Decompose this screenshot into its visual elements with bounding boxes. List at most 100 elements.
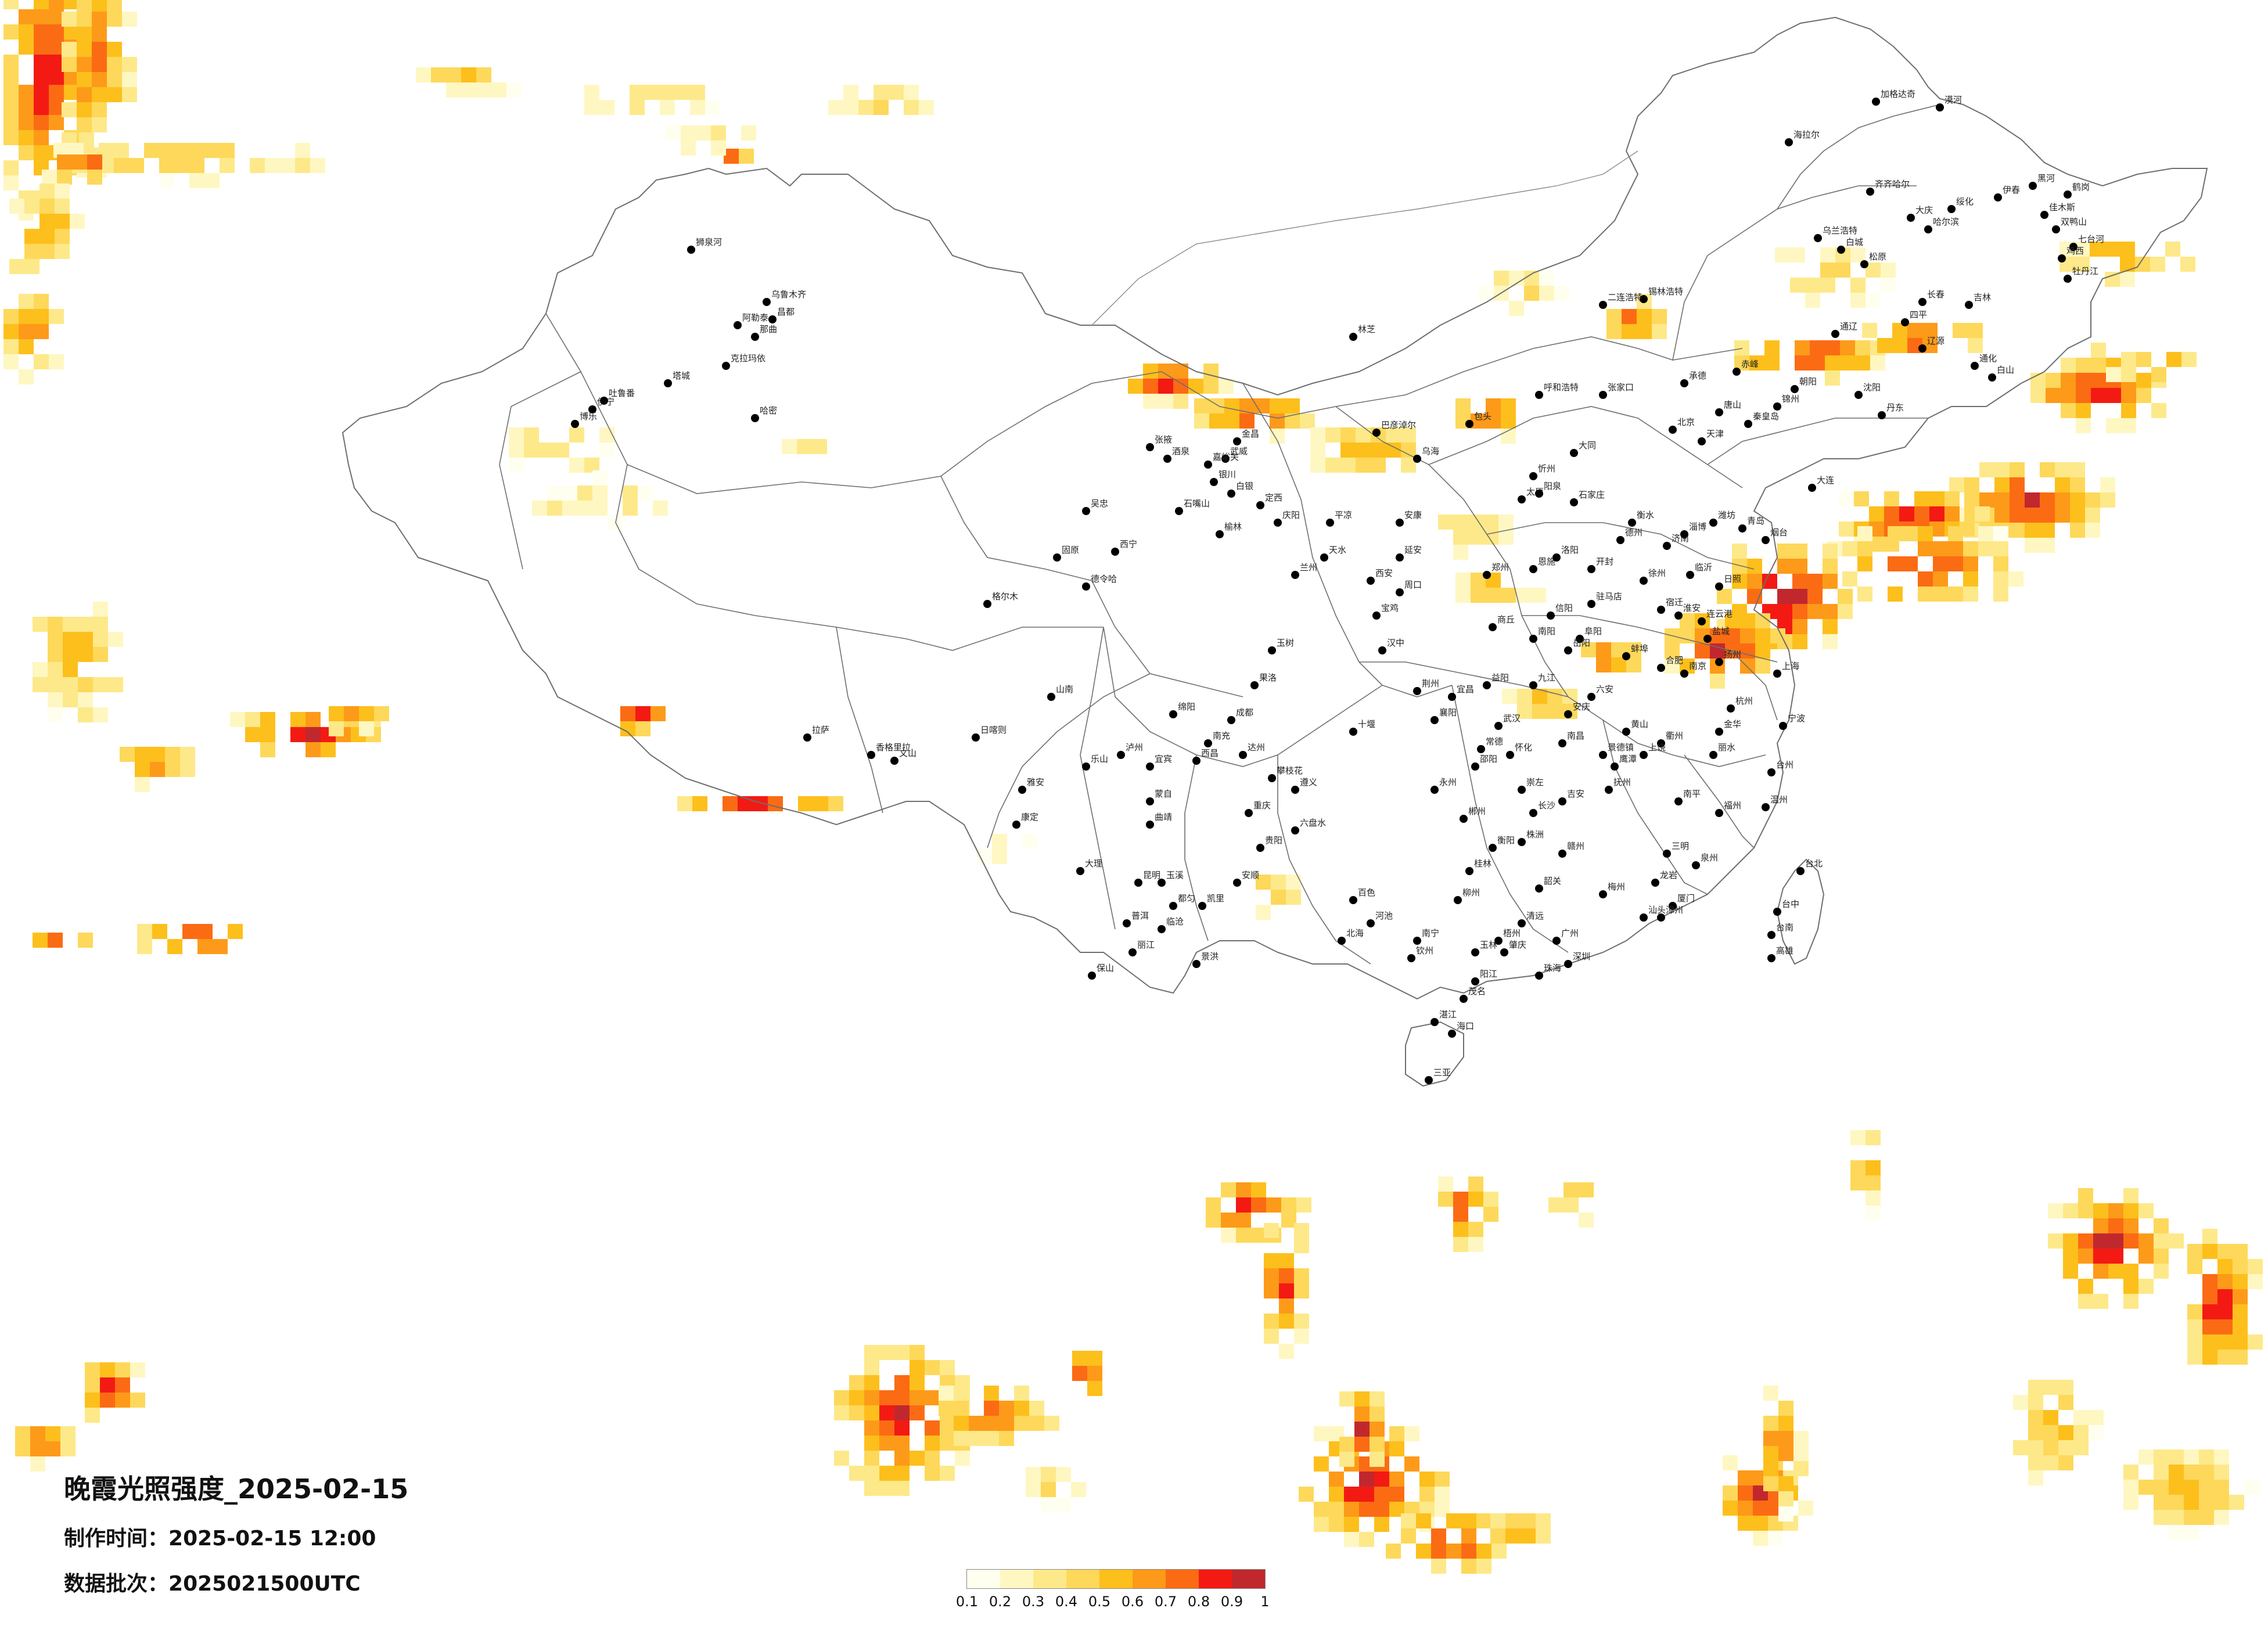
city-dot xyxy=(1349,896,1357,904)
city-marker: 徐州 xyxy=(1640,568,1666,585)
city-dot xyxy=(1622,652,1630,660)
city-marker: 大庆 xyxy=(1907,205,1933,222)
city-label: 温州 xyxy=(1770,794,1788,805)
city-label: 武威 xyxy=(1230,446,1248,456)
city-label: 吉林 xyxy=(1974,292,1991,303)
city-label: 玉林 xyxy=(1480,940,1497,950)
city-marker: 荆州 xyxy=(1413,678,1439,695)
city-marker: 天水 xyxy=(1320,545,1346,562)
city-dot xyxy=(1616,536,1624,544)
city-marker: 商丘 xyxy=(1489,614,1515,631)
city-label: 恩施 xyxy=(1538,556,1555,567)
city-marker: 庆阳 xyxy=(1274,510,1300,527)
city-marker: 日照 xyxy=(1715,574,1741,591)
city-label: 崇左 xyxy=(1526,777,1544,787)
city-marker: 承德 xyxy=(1680,370,1706,387)
city-label: 乌海 xyxy=(1422,446,1439,456)
city-label: 汕头 xyxy=(1648,905,1666,915)
legend-tick-label: 0.4 xyxy=(1055,1593,1078,1610)
city-marker: 漠河 xyxy=(1936,95,1962,111)
city-marker: 益阳 xyxy=(1483,672,1509,689)
city-label: 呼和浩特 xyxy=(1544,382,1579,393)
city-marker: 通化 xyxy=(1971,353,1997,370)
city-marker: 衡阳 xyxy=(1489,835,1515,852)
city-marker: 盐城 xyxy=(1703,626,1730,643)
city-label: 乌鲁木齐 xyxy=(771,289,806,300)
city-label: 扬州 xyxy=(1724,649,1741,660)
city-marker: 榆林 xyxy=(1216,521,1242,538)
city-dot xyxy=(1680,530,1688,538)
city-dot xyxy=(1291,571,1299,579)
city-dot xyxy=(1483,681,1491,689)
city-label: 信阳 xyxy=(1555,603,1573,613)
city-label: 临沧 xyxy=(1166,916,1184,927)
city-dot xyxy=(1250,681,1259,689)
city-label: 益阳 xyxy=(1491,672,1509,683)
city-label: 普洱 xyxy=(1131,911,1149,921)
city-dot xyxy=(1227,490,1235,498)
city-marker: 丽水 xyxy=(1709,742,1735,759)
city-marker: 上饶 xyxy=(1640,742,1666,759)
city-label: 石家庄 xyxy=(1579,490,1605,500)
city-marker: 兰州 xyxy=(1291,562,1317,579)
city-label: 锡林浩特 xyxy=(1648,286,1683,297)
city-label: 福州 xyxy=(1724,800,1741,811)
city-dot xyxy=(1338,937,1346,945)
city-marker: 遵义 xyxy=(1291,777,1317,794)
city-dot xyxy=(1657,739,1665,747)
city-marker: 景洪 xyxy=(1192,951,1219,968)
city-label: 哈密 xyxy=(760,405,777,416)
city-dot xyxy=(1529,635,1537,643)
city-dot xyxy=(1448,693,1456,701)
city-marker: 台北 xyxy=(1796,858,1823,875)
city-label: 台州 xyxy=(1776,760,1793,770)
city-dot xyxy=(1669,426,1677,434)
city-dot xyxy=(1866,188,1874,196)
data-batch-row: 数据批次：2025021500UTC xyxy=(64,1567,361,1597)
city-marker: 郑州 xyxy=(1483,562,1509,579)
city-label: 丽水 xyxy=(1718,742,1735,753)
city-label: 延安 xyxy=(1404,545,1422,555)
city-dot xyxy=(1657,606,1665,614)
city-dot xyxy=(1227,716,1235,724)
city-label: 宁波 xyxy=(1788,713,1805,724)
city-dot xyxy=(1901,318,1909,326)
city-dot xyxy=(867,751,875,759)
city-marker: 那曲 xyxy=(751,324,777,341)
city-marker: 沈阳 xyxy=(1854,382,1881,399)
city-label: 厦门 xyxy=(1677,893,1695,904)
city-marker: 阜阳 xyxy=(1576,626,1602,643)
city-marker: 金华 xyxy=(1715,719,1741,736)
city-marker: 桂林 xyxy=(1465,858,1491,875)
city-label: 四平 xyxy=(1910,310,1927,320)
legend-swatch xyxy=(1199,1570,1232,1588)
city-label: 清远 xyxy=(1526,911,1544,921)
city-marker: 齐齐哈尔 xyxy=(1866,179,1910,196)
city-marker: 鹰潭 xyxy=(1611,754,1637,771)
city-label: 都匀 xyxy=(1178,893,1195,904)
city-marker: 攀枝花 xyxy=(1268,765,1303,782)
city-dot xyxy=(1117,751,1125,759)
legend-tick-label: 0.2 xyxy=(989,1593,1012,1610)
city-label: 绵阳 xyxy=(1178,702,1195,712)
city-marker: 锡林浩特 xyxy=(1640,286,1683,303)
city-dot xyxy=(1767,931,1775,939)
city-label: 巴彦淖尔 xyxy=(1381,420,1416,430)
city-label: 怀化 xyxy=(1515,742,1532,753)
city-dot xyxy=(1465,867,1473,875)
city-marker: 宝鸡 xyxy=(1372,603,1399,620)
city-marker: 宿迁 xyxy=(1657,597,1683,614)
city-label: 南阳 xyxy=(1538,626,1555,636)
city-dot xyxy=(1396,553,1404,562)
city-marker: 杭州 xyxy=(1727,696,1753,713)
city-dot xyxy=(1773,402,1781,411)
city-marker: 烟台 xyxy=(1762,527,1788,544)
city-dot xyxy=(1918,298,1926,306)
city-label: 合肥 xyxy=(1666,655,1683,665)
city-label: 贵阳 xyxy=(1265,835,1282,846)
city-dot xyxy=(1082,507,1090,515)
production-time-row: 制作时间：2025-02-15 12:00 xyxy=(64,1521,376,1552)
legend-tick-label: 0.7 xyxy=(1154,1593,1177,1610)
city-dot xyxy=(1669,902,1677,910)
city-dot xyxy=(2058,254,2066,262)
